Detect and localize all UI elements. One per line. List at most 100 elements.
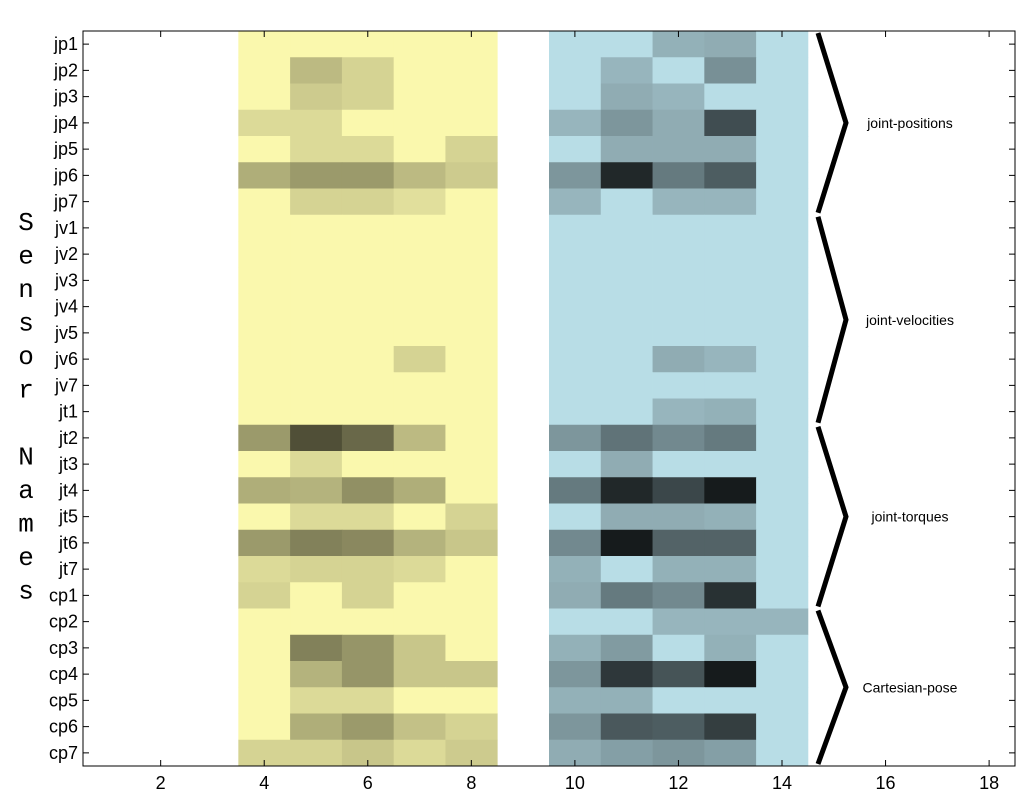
heatmap-cell [704,188,757,216]
heatmap-cell [704,634,757,662]
heatmap-cell [341,241,395,268]
heatmap-cell [341,346,395,373]
heatmap-cell [756,241,809,268]
heatmap-cell [290,57,343,84]
heatmap-cell [393,739,446,767]
heatmap-cell [290,162,343,189]
heatmap-cell [393,188,446,216]
heatmap-cell [549,424,602,452]
plot-frame [82,30,1016,767]
heatmap-cell [238,634,291,662]
heatmap-cell [704,136,757,163]
heatmap-cell [549,398,602,426]
heatmap-cell [756,136,809,163]
heatmap-cell [341,451,395,478]
heatmap-cell [600,136,653,163]
heatmap-cell [290,424,343,452]
heatmap-cell [445,162,498,189]
heatmap-cell [704,556,757,583]
heatmap-cell [756,188,809,216]
heatmap-cell [756,83,809,111]
heatmap-cell [549,136,602,163]
heatmap-cell [290,556,343,583]
heatmap-cell [445,451,498,478]
heatmap-cell [290,319,343,347]
heatmap-cell [549,162,602,189]
heatmap-cell [393,31,446,58]
heatmap-cell [652,57,705,84]
heatmap-cell [290,136,343,163]
heatmap-cell [393,477,446,504]
x-tick-label: 12 [668,773,688,793]
heatmap-cell [290,661,343,688]
heatmap-cell [445,556,498,583]
heatmap-cell [600,582,653,609]
heatmap-cell [341,556,395,583]
heatmap-cell [290,31,343,58]
heatmap-cell [393,293,446,321]
heatmap-cell [393,424,446,452]
heatmap-cell [704,424,757,452]
y-tick-label: jv6 [54,349,78,369]
heatmap-cell [652,661,705,688]
y-tick-label: jp2 [53,60,78,80]
heatmap-cell [652,451,705,478]
heatmap-cell [238,57,291,84]
heatmap-cell [445,608,498,636]
heatmap-cell [393,713,446,741]
y-axis-title-char: S [18,208,34,238]
heatmap-cell [445,188,498,216]
group-label: joint-velocities [865,312,954,328]
heatmap-cell [445,398,498,426]
heatmap-cell [393,661,446,688]
y-tick-label: jt1 [58,402,78,422]
x-tick-label: 10 [565,773,585,793]
group-label: Cartesian-pose [863,679,958,695]
heatmap-cell [290,739,343,767]
heatmap-cell [756,267,809,294]
x-tick-label: 6 [363,773,373,793]
heatmap-cell [393,83,446,111]
x-tick-label: 8 [466,773,476,793]
heatmap-cell [445,267,498,294]
heatmap-cell [652,556,705,583]
y-tick-label: jt2 [58,428,78,448]
heatmap-cell [600,31,653,58]
y-axis-title-char: e [18,543,34,573]
heatmap-cell [652,713,705,741]
y-tick-label: cp2 [49,612,78,632]
heatmap-cell [549,477,602,504]
heatmap-cell [600,661,653,688]
y-tick-label: jp1 [53,34,78,54]
heatmap-cell [238,582,291,609]
heatmap-cell [756,109,809,137]
heatmap-cell [445,241,498,268]
heatmap-cell [341,424,395,452]
y-tick-label: cp3 [49,638,78,658]
heatmap-cell [393,529,446,557]
heatmap-cell [600,319,653,347]
heatmap-cell [445,661,498,688]
heatmap-cell [341,661,395,688]
group-brace [815,426,849,608]
x-tick-label: 2 [156,773,166,793]
heatmap-cell [756,687,809,714]
heatmap-cell [238,293,291,321]
heatmap-cell [393,503,446,531]
heatmap-cell [393,634,446,662]
heatmap-cell [704,214,757,242]
y-tick-label: jv3 [54,270,78,290]
y-axis-title-char: n [18,275,34,305]
heatmap-cell [445,136,498,163]
heatmap-cell [290,582,343,609]
heatmap-cell [652,136,705,163]
group-braces: joint-positions joint-velocities joint-tor… [815,32,958,765]
heatmap-cell [290,188,343,216]
heatmap-cell [600,687,653,714]
group-label: joint-positions [866,115,953,131]
heatmap-cell [600,267,653,294]
heatmap-cell [341,634,395,662]
heatmap-cell [549,57,602,84]
heatmap-cell [652,83,705,111]
y-tick-label: jp7 [53,192,78,212]
